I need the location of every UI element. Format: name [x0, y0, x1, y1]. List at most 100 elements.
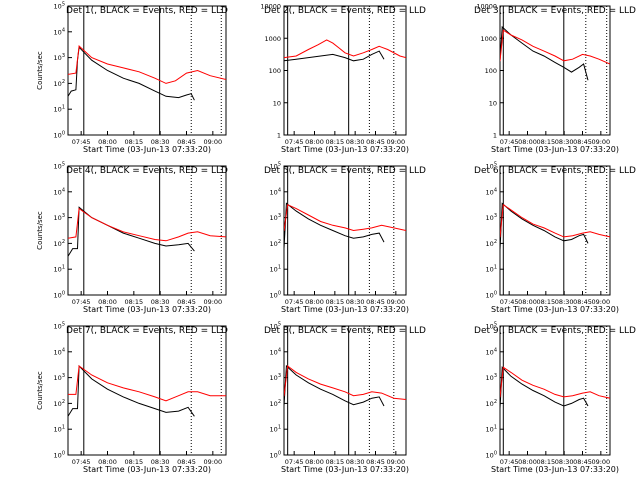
y-axis-label: Counts/sec	[36, 211, 44, 250]
lld-series-line	[68, 365, 226, 402]
x-tick-label: 08:00	[98, 458, 117, 466]
lld-series-line	[500, 366, 610, 399]
x-tick-label: 07:45	[285, 138, 304, 146]
x-tick-label: 09:00	[203, 138, 222, 146]
y-tick-label: 102	[486, 399, 497, 408]
panel-title: Det 1(, BLACK = Events, RED = LLD	[66, 6, 228, 16]
x-tick-label: 08:30	[151, 138, 170, 146]
x-axis-label: Start Time (03-Jun-13 07:33:20)	[83, 465, 211, 474]
y-tick-label: 10	[489, 99, 497, 107]
y-tick-label: 1	[277, 132, 281, 140]
y-tick-label: 100	[486, 451, 497, 460]
y-tick-label: 101	[270, 425, 281, 434]
x-tick-label: 08:45	[177, 458, 196, 466]
detector-panel-6: Det 6(, BLACK = Events, RED = LLD 100 101 1…	[474, 162, 636, 315]
detector-panel-9: Det 9(, BLACK = Events, RED = LLD 100 101 1…	[474, 322, 636, 475]
events-series-line	[500, 202, 589, 251]
panel-title: Det 5(, BLACK = Events, RED = LLD	[264, 166, 426, 176]
y-tick-label: 101	[270, 265, 281, 274]
y-tick-label: 10	[273, 99, 281, 107]
x-tick-label: 08:00	[98, 298, 117, 306]
y-tick-label: 105	[270, 162, 281, 171]
x-tick-label: 08:15	[536, 138, 555, 146]
x-axis-label: Start Time (03-Jun-13 07:33:20)	[83, 305, 211, 314]
x-tick-label: 08:15	[536, 458, 555, 466]
events-series-line	[284, 364, 385, 407]
x-tick-label: 08:45	[573, 298, 592, 306]
events-series-line	[284, 202, 385, 250]
x-tick-label: 08:15	[124, 458, 143, 466]
y-tick-label: 105	[54, 162, 65, 171]
y-tick-label: 101	[486, 425, 497, 434]
plot-frame	[499, 325, 611, 456]
y-tick-label: 103	[486, 373, 497, 382]
y-tick-label: 102	[486, 239, 497, 248]
plot-frame	[67, 325, 227, 456]
detector-panel-7: Det 7(, BLACK = Events, RED = LLD 100 101 1…	[36, 322, 228, 475]
x-tick-label: 09:00	[203, 298, 222, 306]
y-tick-label: 10000	[476, 3, 497, 11]
y-tick-label: 102	[270, 399, 281, 408]
x-tick-label: 09:00	[386, 138, 405, 146]
lld-series-line	[68, 207, 226, 242]
x-tick-label: 08:30	[346, 298, 365, 306]
plot-frame	[499, 5, 611, 136]
x-tick-label: 09:00	[386, 298, 405, 306]
x-tick-label: 08:45	[177, 138, 196, 146]
y-tick-label: 104	[270, 347, 281, 356]
events-series-line	[68, 206, 195, 257]
panel-title: Det 7(, BLACK = Events, RED = LLD	[66, 326, 228, 336]
panel-title: Det 9(, BLACK = Events, RED = LLD	[474, 326, 636, 336]
x-axis-label: Start Time (03-Jun-13 07:33:20)	[491, 305, 619, 314]
y-tick-label: 105	[54, 2, 65, 11]
panel-title: Det 2(, BLACK = Events, RED = LLD	[264, 6, 426, 16]
x-tick-label: 08:00	[305, 138, 324, 146]
x-tick-label: 08:00	[98, 138, 117, 146]
lld-series-line	[284, 365, 406, 400]
plot-frame	[67, 165, 227, 296]
y-tick-label: 105	[486, 162, 497, 171]
x-tick-label: 08:45	[573, 138, 592, 146]
x-axis-label: Start Time (03-Jun-13 07:33:20)	[491, 145, 619, 154]
x-tick-label: 07:45	[500, 458, 519, 466]
y-tick-label: 104	[486, 347, 497, 356]
y-tick-label: 104	[54, 187, 65, 196]
y-tick-label: 102	[54, 239, 65, 248]
y-tick-label: 100	[486, 291, 497, 300]
y-tick-label: 103	[270, 213, 281, 222]
y-tick-label: 103	[54, 53, 65, 62]
y-tick-label: 10000	[260, 3, 281, 11]
x-axis-label: Start Time (03-Jun-13 07:33:20)	[281, 145, 409, 154]
y-tick-label: 100	[54, 291, 65, 300]
x-tick-label: 08:30	[555, 138, 574, 146]
x-tick-label: 08:45	[573, 458, 592, 466]
x-tick-label: 07:45	[285, 458, 304, 466]
detector-panel-1: Det 1(, BLACK = Events, RED = LLD 100 101 1…	[36, 2, 228, 155]
y-tick-label: 104	[486, 187, 497, 196]
x-tick-label: 08:00	[518, 458, 537, 466]
x-tick-label: 07:45	[500, 138, 519, 146]
y-tick-label: 101	[54, 265, 65, 274]
x-tick-label: 07:45	[72, 458, 91, 466]
y-tick-label: 1	[493, 132, 497, 140]
plot-frame	[67, 5, 227, 136]
x-tick-label: 08:45	[366, 458, 385, 466]
y-tick-label: 1000	[480, 35, 497, 43]
x-tick-label: 08:15	[536, 298, 555, 306]
y-axis-label: Counts/sec	[36, 371, 44, 410]
events-series-line	[500, 366, 589, 410]
plot-frame	[283, 5, 407, 136]
y-tick-label: 101	[54, 425, 65, 434]
lld-series-line	[284, 203, 406, 232]
y-tick-label: 102	[54, 79, 65, 88]
y-tick-label: 105	[486, 322, 497, 331]
y-axis-label: Counts/sec	[36, 51, 44, 90]
detector-panel-2: Det 2(, BLACK = Events, RED = LLD 1 10 100 1…	[260, 3, 426, 155]
y-tick-label: 102	[54, 399, 65, 408]
y-tick-label: 104	[54, 27, 65, 36]
x-tick-label: 09:00	[203, 458, 222, 466]
x-tick-label: 08:45	[177, 298, 196, 306]
x-tick-label: 08:15	[325, 458, 344, 466]
events-series-line	[68, 364, 195, 417]
lld-series-line	[284, 39, 406, 59]
